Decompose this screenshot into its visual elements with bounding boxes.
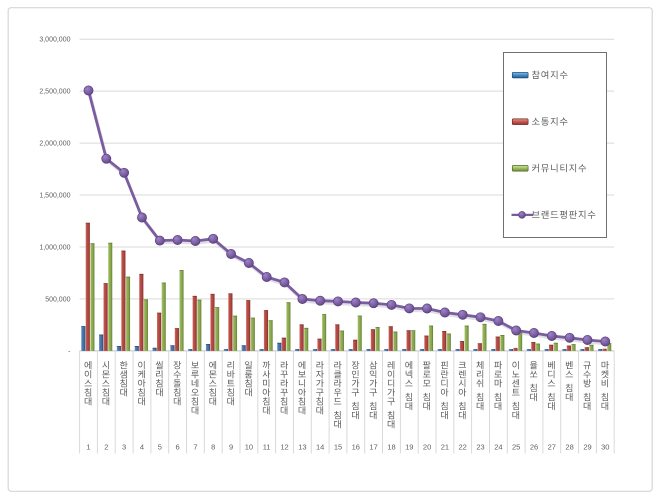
svg-text:5: 5: [158, 442, 162, 451]
svg-text:2,000,000: 2,000,000: [39, 141, 70, 148]
svg-text:23: 23: [476, 442, 484, 451]
svg-text:27: 27: [548, 442, 556, 451]
svg-text:4: 4: [140, 442, 144, 451]
svg-text:17: 17: [369, 442, 377, 451]
svg-text:1,000,000: 1,000,000: [39, 244, 70, 251]
svg-text:11: 11: [263, 442, 271, 451]
svg-text:3: 3: [122, 442, 126, 451]
svg-text:29: 29: [583, 442, 591, 451]
svg-text:500,000: 500,000: [45, 296, 70, 303]
svg-text:22: 22: [459, 442, 467, 451]
svg-text:2: 2: [104, 442, 108, 451]
svg-text:28: 28: [565, 442, 573, 451]
svg-text:1,500,000: 1,500,000: [39, 192, 70, 199]
svg-text:24: 24: [494, 442, 502, 451]
svg-text:18: 18: [387, 442, 395, 451]
svg-text:20: 20: [423, 442, 431, 451]
svg-text:15: 15: [334, 442, 342, 451]
svg-text:3,000,000: 3,000,000: [39, 37, 70, 44]
svg-text:10: 10: [245, 442, 253, 451]
svg-text:13: 13: [298, 442, 306, 451]
svg-text:30: 30: [601, 442, 609, 451]
svg-text:1: 1: [86, 442, 90, 451]
svg-text:7: 7: [193, 442, 197, 451]
svg-text:9: 9: [229, 442, 233, 451]
svg-text:12: 12: [280, 442, 288, 451]
svg-text:21: 21: [441, 442, 449, 451]
svg-text:16: 16: [352, 442, 360, 451]
svg-text:6: 6: [176, 442, 180, 451]
svg-text:14: 14: [316, 442, 324, 451]
svg-text:19: 19: [405, 442, 413, 451]
svg-text:8: 8: [211, 442, 215, 451]
svg-text:25: 25: [512, 442, 520, 451]
svg-text:-: -: [68, 348, 71, 355]
svg-text:26: 26: [530, 442, 538, 451]
svg-text:2,500,000: 2,500,000: [39, 89, 70, 96]
